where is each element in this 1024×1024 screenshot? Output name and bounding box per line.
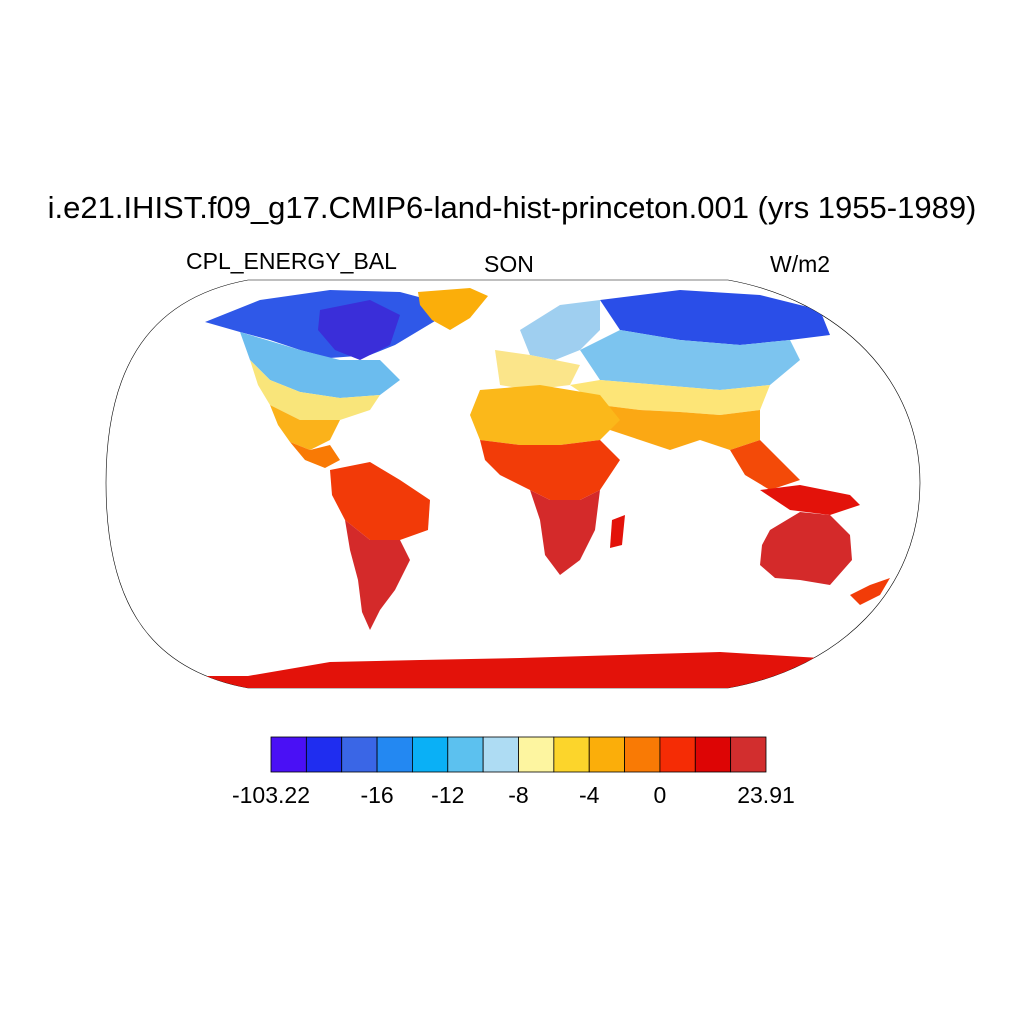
colorbar-tick-label: -12	[431, 782, 464, 808]
south-america-north	[330, 462, 430, 540]
north-america-north	[240, 332, 400, 398]
colorbar-box	[730, 736, 767, 773]
africa-south	[530, 490, 600, 575]
asia-north	[600, 290, 830, 345]
variable-label: CPL_ENERGY_BAL	[186, 248, 397, 274]
asia-mid	[580, 330, 800, 390]
colorbar-box	[412, 736, 449, 773]
asia-south-mid	[570, 380, 770, 415]
units-label: W/m2	[770, 251, 831, 277]
north-america-south	[270, 405, 340, 450]
colorbar-tick-label: -8	[508, 782, 528, 808]
colorbar-box	[624, 736, 661, 773]
madagascar	[610, 515, 625, 548]
africa-mid	[480, 440, 620, 500]
colorbar-box	[553, 736, 590, 773]
north-america-mid	[250, 360, 380, 420]
colorbar-tick-label: 23.91	[737, 782, 795, 808]
southeast-asia	[730, 440, 800, 490]
map-title: i.e21.IHIST.f09_g17.CMIP6-land-hist-prin…	[47, 190, 977, 225]
season-label: SON	[484, 251, 534, 277]
europe	[520, 300, 600, 360]
colorbar-box	[341, 736, 378, 773]
colorbar-boxes	[270, 736, 767, 773]
hudson-bay-region	[318, 300, 400, 360]
europe-south	[495, 350, 580, 390]
australia	[760, 512, 852, 585]
colorbar-box	[588, 736, 625, 773]
colorbar-box	[482, 736, 519, 773]
colorbar-box	[694, 736, 732, 773]
colorbar-box	[305, 736, 343, 773]
greenland	[418, 288, 488, 330]
central-america	[290, 442, 340, 468]
colorbar-tick-label: -4	[579, 782, 600, 808]
colorbar-box	[659, 736, 696, 773]
colorbar-tick-label: 0	[654, 782, 667, 808]
colorbar-tick-label: -103.22	[232, 782, 310, 808]
antarctica	[106, 652, 920, 688]
colorbar-box	[447, 736, 484, 773]
colorbar-tick-label: -16	[360, 782, 393, 808]
maritime-continent	[760, 485, 860, 515]
africa-north	[470, 385, 620, 445]
colorbar-labels: -103.22 -16 -12 -8 -4 0 23.91	[232, 782, 795, 808]
asia-south	[600, 405, 760, 450]
south-america-south	[345, 520, 410, 630]
new-zealand	[850, 578, 890, 605]
colorbar-box	[518, 736, 555, 773]
colorbar-box	[376, 736, 413, 773]
colorbar-box	[270, 736, 307, 773]
